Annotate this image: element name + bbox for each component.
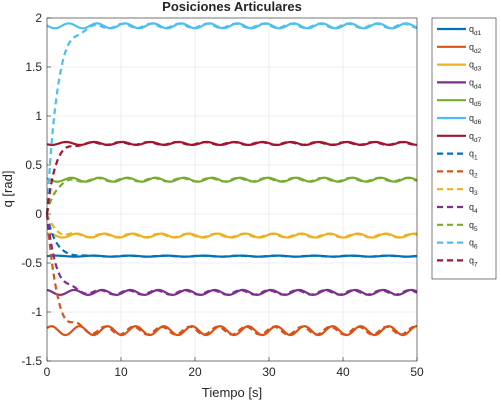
legend-label-q1: q1 [469, 149, 478, 162]
legend-entries: qd1 qd2 qd3 qd4 qd5 qd6 qd7 q1 q2 q3 q4 q5 q6 q7 [437, 24, 482, 268]
series-line-qd4 [46, 288, 418, 296]
y-tick-label: 1.5 [25, 60, 42, 74]
plot-area: 0 10 20 30 40 50 -1.5 -1 -0.5 0 0.5 1 1.5 2 [21, 11, 424, 379]
y-tick-label: -1 [31, 305, 42, 319]
y-tick-label: -0.5 [21, 256, 42, 270]
legend-box [431, 17, 497, 280]
y-tick-label: -1.5 [21, 354, 42, 368]
legend-label-qd3: qd3 [469, 60, 482, 73]
series-line-q1 [45, 213, 418, 258]
plot-frame [46, 17, 418, 362]
legend-label-qd5: qd5 [469, 95, 482, 108]
x-axis-label: Tiempo [s] [202, 385, 262, 400]
series-line-q2 [45, 213, 418, 336]
x-tick-label: 30 [262, 365, 276, 379]
plot-background [47, 18, 417, 361]
y-tick-label: 0 [35, 207, 42, 221]
legend: qd1 qd2 qd3 qd4 qd5 qd6 qd7 q1 q2 q3 q4 q5 q6 q7 [431, 17, 497, 280]
chart-title: Posiciones Articulares [162, 0, 302, 14]
legend-label-qd4: qd4 [469, 77, 482, 90]
x-tick-label: 0 [44, 365, 51, 379]
series-line-qd6 [46, 22, 418, 30]
x-tick-label: 50 [410, 365, 424, 379]
legend-label-qd2: qd2 [469, 42, 482, 55]
y-axis-label: q [rad] [0, 171, 15, 208]
y-tick-label: 2 [35, 11, 42, 25]
series-line-q7 [45, 140, 418, 215]
series-line-q5 [45, 176, 418, 215]
legend-label-q2: q2 [469, 166, 478, 179]
legend-label-qd7: qd7 [469, 131, 482, 144]
legend-label-qd6: qd6 [469, 113, 482, 126]
series-lines [45, 22, 418, 337]
legend-label-q4: q4 [469, 202, 478, 215]
legend-label-q7: q7 [469, 255, 478, 268]
y-tick-label: 1 [35, 109, 42, 123]
legend-label-q5: q5 [469, 220, 478, 233]
x-tick-label: 10 [114, 365, 128, 379]
x-tick-label: 40 [336, 365, 350, 379]
legend-label-qd1: qd1 [469, 24, 482, 37]
axis-ticks: 0 10 20 30 40 50 -1.5 -1 -0.5 0 0.5 1 1.5 2 [21, 11, 424, 379]
legend-label-q3: q3 [469, 184, 478, 197]
y-tick-label: 0.5 [25, 158, 42, 172]
legend-label-q6: q6 [469, 238, 478, 251]
series-line-q3 [45, 213, 418, 239]
x-tick-label: 20 [188, 365, 202, 379]
